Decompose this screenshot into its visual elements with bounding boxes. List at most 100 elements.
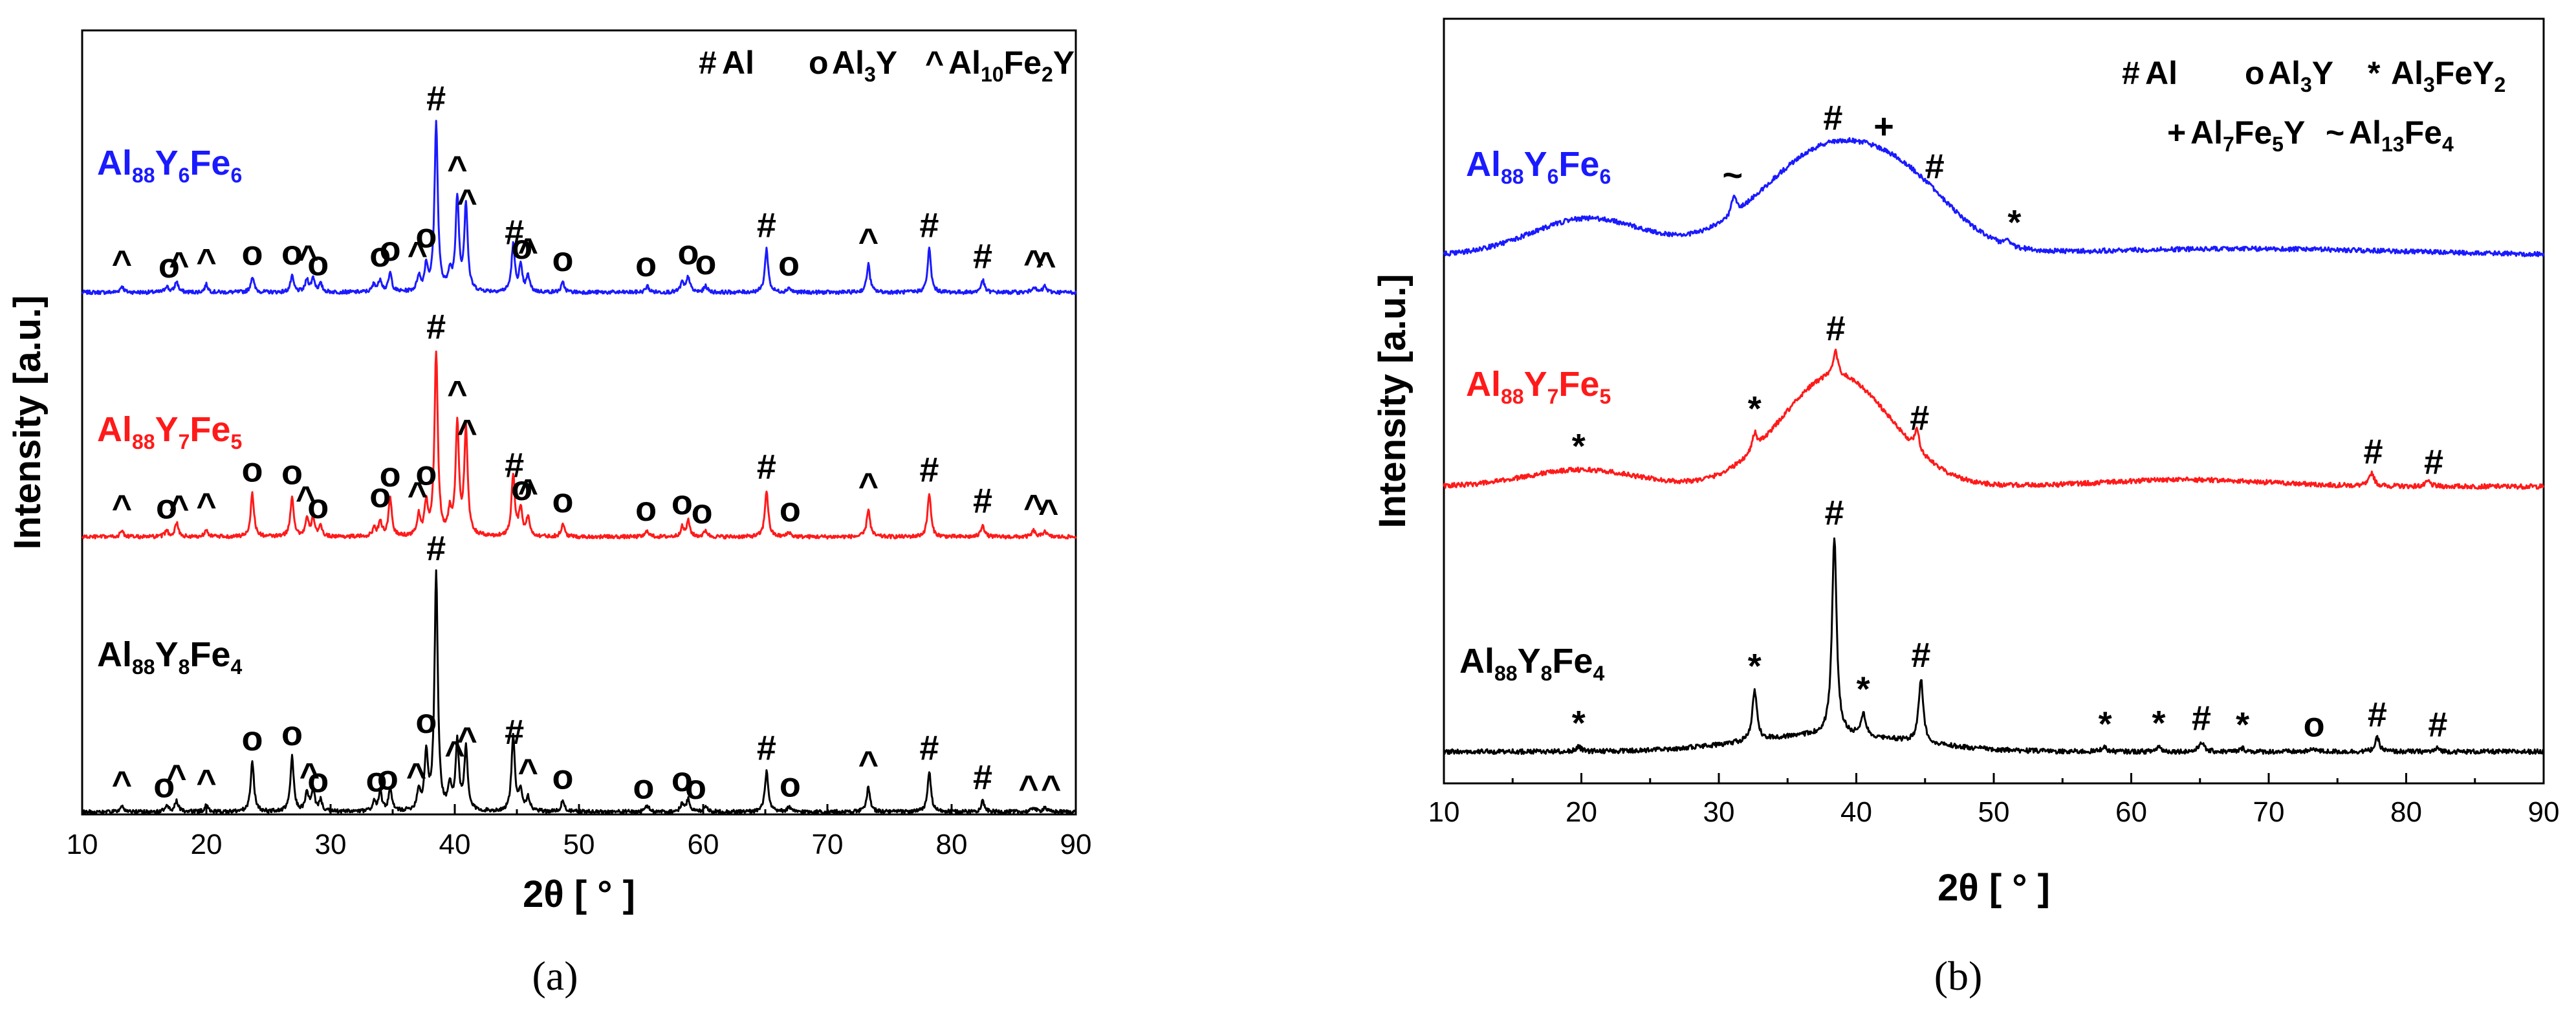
panel-a-peak-marker: # bbox=[426, 79, 446, 118]
panel-a-x-tick-label: 70 bbox=[812, 829, 844, 860]
panel-a-series-label-al88y8fe4-part: 88 bbox=[132, 655, 155, 679]
panel-a-peak-marker: # bbox=[505, 446, 524, 485]
panel-a-peak-marker: # bbox=[919, 206, 939, 245]
panel-a-plot-frame bbox=[81, 29, 1077, 816]
panel-a-x-axis-title: 2θ [ ° ] bbox=[523, 873, 635, 915]
panel-a-peak-marker: o bbox=[366, 760, 387, 799]
panel-a-caption: (a) bbox=[532, 953, 578, 999]
panel-b-peak-marker: # bbox=[1910, 399, 1929, 438]
panel-a-peak-marker: o bbox=[242, 450, 263, 489]
panel-a-peak-marker: o bbox=[511, 228, 532, 267]
panel-b-series-label-al88y6fe6-part: Fe bbox=[1558, 145, 1599, 184]
panel-a-peak-marker: # bbox=[426, 307, 446, 346]
panel-a-peak-marker: ^ bbox=[1036, 245, 1056, 284]
panel-b-legend-symbol: o bbox=[2245, 55, 2265, 91]
panel-b-legend: # Al o Al3Y * Al3FeY2+ Al7Fe5Y ~ Al13Fe4 bbox=[2122, 55, 2505, 156]
panel-a-series-label-al88y6fe6-part: 88 bbox=[132, 164, 155, 187]
panel-b-series-label-al88y8fe4-part: 88 bbox=[1494, 662, 1518, 685]
panel-a-peak-marker: ^ bbox=[166, 758, 187, 797]
panel-b-peak-marker: * bbox=[1572, 427, 1586, 466]
panel-b-legend-symbol: # bbox=[2122, 55, 2140, 91]
panel-a-series-label-al88y7fe5: Al88Y7Fe5 bbox=[97, 410, 242, 453]
panel-a-peak-marker: ^ bbox=[1023, 243, 1044, 282]
panel-b-series-line-al88y8fe4 bbox=[1443, 537, 2545, 756]
panel-a-peak-marker: ^ bbox=[196, 763, 217, 801]
panel-b-peak-marker: * bbox=[1748, 389, 1762, 428]
panel-a-x-tick-label: 60 bbox=[688, 829, 719, 860]
panel-a-legend-entry-part: Fe bbox=[1004, 45, 1042, 81]
panel-b-legend-entry-part: Y bbox=[2284, 114, 2305, 151]
panel-a-peak-marker: ^ bbox=[196, 242, 217, 281]
panel-a-legend-entry: Al3Y bbox=[832, 45, 897, 86]
panel-a-peak-marker: ^ bbox=[112, 488, 133, 527]
panel-a-peak-marker: ^ bbox=[112, 243, 133, 282]
panel-b-series-label-al88y8fe4-part: 4 bbox=[1593, 662, 1604, 685]
panel-a-peak-marker: o bbox=[677, 233, 699, 272]
panel-b-legend-symbol: ~ bbox=[2326, 114, 2344, 151]
panel-a-peak-marker: ^ bbox=[444, 734, 465, 773]
panel-b-x-tick-label: 40 bbox=[1840, 796, 1872, 828]
panel-b-series-label-al88y7fe5-part: Y bbox=[1524, 365, 1547, 404]
panel-b-series-label-al88y6fe6: Al88Y6Fe6 bbox=[1466, 145, 1611, 188]
panel-a-series-label-al88y8fe4-part: 4 bbox=[230, 655, 242, 679]
panel-a-peak-marker: o bbox=[692, 492, 713, 531]
panel-b-legend-entry: Al13Fe4 bbox=[2349, 114, 2454, 156]
panel-b-legend-entry-part: Al bbox=[2190, 114, 2223, 151]
panel-a-peak-marker: ^ bbox=[858, 466, 879, 505]
panel-b-x-tick-label: 50 bbox=[1978, 796, 2010, 828]
panel-b-legend-entry-part: 2 bbox=[2494, 73, 2506, 96]
panel-b-legend-symbol: * bbox=[2368, 55, 2381, 91]
panel-b-series-label-al88y8fe4-part: Y bbox=[1518, 642, 1541, 681]
panel-b-peak-marker: * bbox=[1857, 670, 1870, 708]
panel-b-markers-group: ~ # + # * * * # # # # * * # * # * * # * o # # bbox=[1572, 99, 2448, 745]
panel-a-series-label-al88y6fe6: Al88Y6Fe6 bbox=[97, 144, 242, 187]
panel-b-series-label-al88y6fe6-part: 88 bbox=[1501, 165, 1524, 188]
panel-b-series-label-al88y7fe5-part: Fe bbox=[1558, 365, 1599, 404]
panel-a-x-tick-label: 30 bbox=[315, 829, 347, 860]
panel-a-peak-marker: o bbox=[511, 469, 532, 508]
panel-a-peak-marker: ^ bbox=[518, 232, 539, 270]
panel-b-legend-entry: Al3FeY2 bbox=[2391, 55, 2505, 96]
panel-b-legend-entry-part: Al bbox=[2145, 55, 2178, 91]
panel-b-peak-marker: # bbox=[1826, 309, 1846, 348]
panel-a-peak-marker: o bbox=[281, 714, 303, 753]
panel-a-series-label-al88y7fe5-part: 5 bbox=[230, 430, 242, 453]
panel-a-series-label-al88y6fe6-part: Al bbox=[97, 144, 132, 182]
panel-b-legend-entry-part: Al bbox=[2349, 114, 2381, 151]
panel-b-legend-entry: Al7Fe5Y bbox=[2190, 114, 2305, 156]
panel-b-peak-marker: * bbox=[2152, 704, 2165, 743]
panel-b-series-label-al88y8fe4-part: 8 bbox=[1541, 662, 1553, 685]
panel-b-peak-marker: # bbox=[2363, 433, 2383, 472]
panel-b-peak-marker: # bbox=[2192, 699, 2211, 737]
panel-a-peak-marker: ^ bbox=[447, 374, 468, 413]
panel-b-legend-symbol: + bbox=[2167, 114, 2186, 151]
panel-a-peak-marker: ^ bbox=[406, 756, 427, 795]
panel-a-peak-marker: o bbox=[242, 719, 263, 758]
panel-a-legend-entry-part: Al bbox=[832, 45, 864, 81]
panel-b-x-tick-label: 30 bbox=[1703, 796, 1735, 828]
panel-a-markers-group: ^ o^ ^ o o^o oo ^o#^^#o^ o o oo#o^ ## ^^^ o^ ^o o^o oo^… bbox=[112, 79, 1062, 807]
panel-b-peak-marker: # bbox=[2368, 695, 2387, 734]
panel-a-x-tick-label: 90 bbox=[1060, 829, 1092, 860]
panel-a-peak-marker: ^ bbox=[858, 222, 879, 261]
panel-a-peak-marker: # bbox=[757, 728, 776, 767]
panel-a-peak-marker: o bbox=[671, 483, 693, 522]
panel-b-legend-entry-part: 7 bbox=[2223, 133, 2234, 156]
panel-b-legend-entry-part: Fe bbox=[2234, 114, 2272, 151]
panel-b-peak-marker: # bbox=[2424, 442, 2443, 481]
panel-a-peak-marker: o bbox=[635, 490, 657, 528]
panel-b-peak-marker: # bbox=[1925, 147, 1945, 186]
panel-a-peak-marker: # bbox=[757, 206, 776, 245]
panel-a-peak-marker: ^ bbox=[169, 245, 190, 284]
panel-b-x-tick-label: 80 bbox=[2390, 796, 2422, 828]
panel-b-legend-entry: Al bbox=[2145, 55, 2178, 91]
panel-b-peak-marker: * bbox=[1572, 704, 1586, 743]
panel-a-x-tick-label: 50 bbox=[563, 829, 595, 860]
panel-a-series-line-al88y8fe4 bbox=[82, 569, 1077, 815]
panel-a-peak-marker: ^ bbox=[1023, 488, 1044, 527]
panel-a-series-label-al88y8fe4-part: Al bbox=[97, 635, 132, 674]
panel-b-peak-marker: + bbox=[1873, 107, 1894, 146]
panel-a-peak-marker: o bbox=[685, 768, 706, 807]
